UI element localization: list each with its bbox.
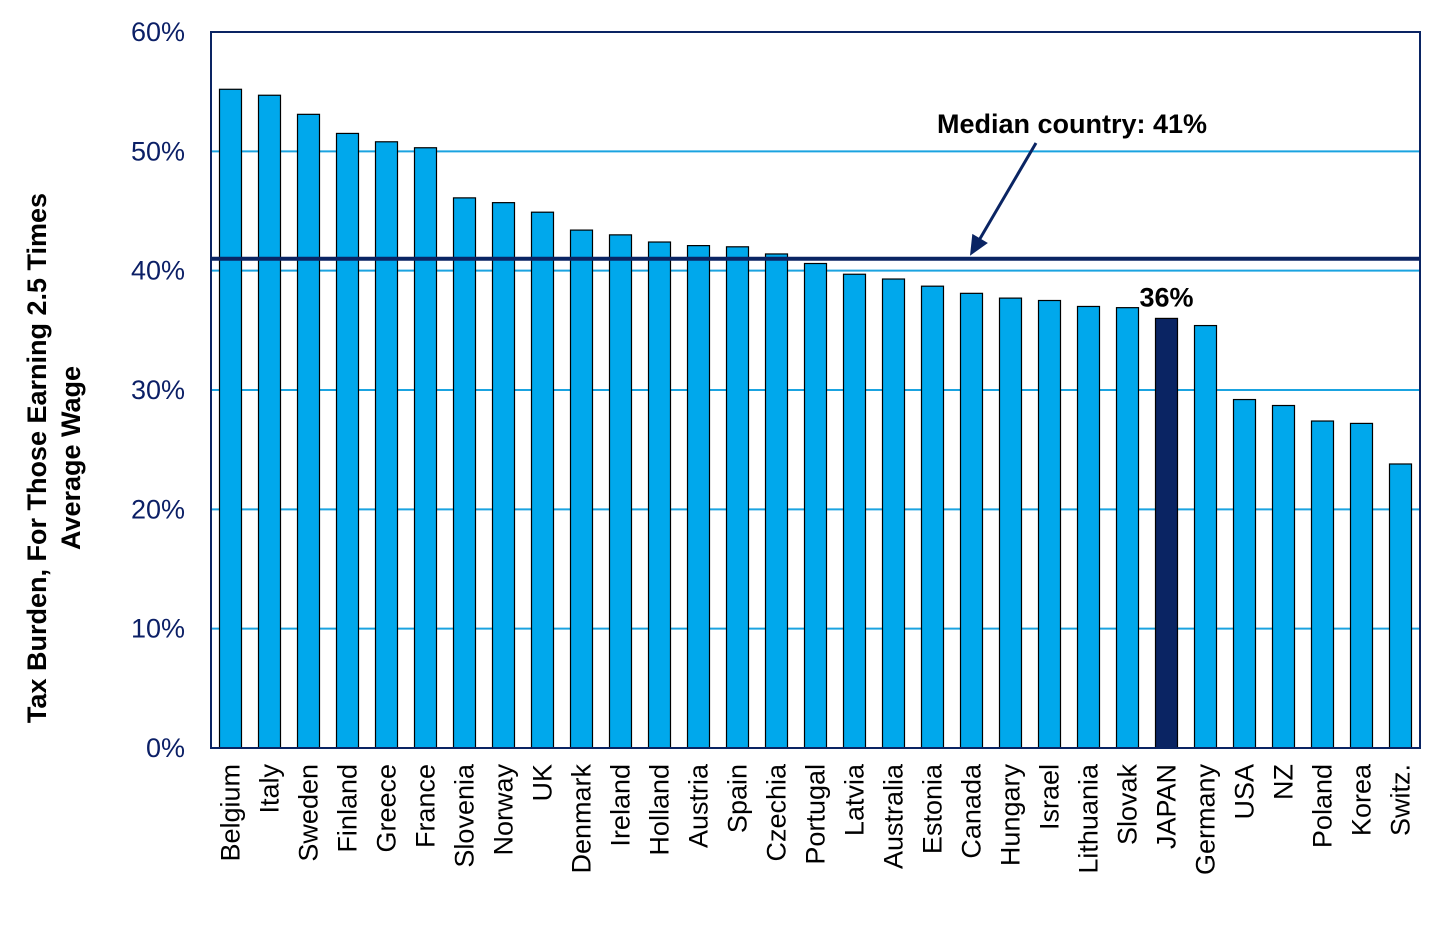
x-tick-label: Australia: [879, 763, 909, 869]
x-tick-label: Estonia: [918, 763, 948, 854]
bar-slovenia: [452, 197, 477, 749]
x-tick-label: Switz.: [1386, 764, 1416, 836]
bars: [218, 88, 1413, 749]
y-tick-label: 60%: [131, 17, 185, 47]
median-arrow: [970, 142, 1038, 256]
bar-ireland: [608, 234, 633, 749]
x-tick-label: NZ: [1269, 764, 1299, 800]
x-tick-label: Hungary: [996, 764, 1026, 867]
x-tick-label: Canada: [957, 763, 987, 859]
bar-usa: [1232, 398, 1257, 749]
bar-france: [413, 147, 438, 749]
y-axis-ticks: 0% 10% 20% 30% 40% 50% 60%: [131, 17, 185, 763]
x-tick-label: Slovak: [1113, 764, 1143, 846]
bar-latvia: [842, 273, 867, 749]
bar-switz: [1388, 463, 1413, 749]
x-tick-label: Denmark: [567, 764, 597, 874]
y-axis-title-line-1: Tax Burden, For Those Earning 2.5 Times: [22, 193, 52, 723]
x-tick-label: Germany: [1191, 764, 1221, 876]
x-tick-label: Austria: [684, 763, 714, 848]
x-tick-label: USA: [1230, 764, 1260, 820]
x-tick-label: Portugal: [801, 764, 831, 865]
bar-estonia: [920, 285, 945, 749]
bar-germany: [1193, 324, 1218, 749]
y-axis-title: Tax Burden, For Those Earning 2.5 Times …: [22, 193, 86, 723]
bar-italy: [257, 94, 282, 749]
bar-korea: [1349, 422, 1374, 749]
y-axis-title-line-2: Average Wage: [56, 366, 86, 550]
bar-nz: [1271, 404, 1296, 749]
x-tick-label: Israel: [1035, 764, 1065, 830]
x-tick-label: Czechia: [762, 763, 792, 862]
bar-lithuania: [1076, 305, 1101, 749]
japan-value-label: 36%: [1139, 282, 1193, 312]
y-tick-label: 10%: [131, 614, 185, 644]
x-tick-label: Holland: [645, 764, 675, 856]
bar-norway: [491, 202, 516, 749]
bar-spain: [725, 246, 750, 749]
bar-finland: [335, 132, 360, 749]
x-tick-label: Poland: [1308, 764, 1338, 848]
y-tick-label: 20%: [131, 494, 185, 524]
y-tick-label: 50%: [131, 136, 185, 166]
bar-hungary: [998, 297, 1023, 749]
x-tick-label: Slovenia: [450, 763, 480, 868]
x-tick-label: UK: [528, 764, 558, 802]
bar-sweden: [296, 113, 321, 749]
bar-portugal: [803, 262, 828, 749]
x-tick-label: Latvia: [840, 763, 870, 836]
x-tick-label: JAPAN: [1152, 764, 1182, 849]
x-tick-label: Norway: [489, 764, 519, 856]
bar-israel: [1037, 299, 1062, 749]
x-tick-label: Spain: [723, 764, 753, 833]
x-tick-label: Greece: [372, 764, 402, 853]
y-tick-label: 30%: [131, 375, 185, 405]
x-axis-labels: Belgium Italy Sweden Finland Greece France Slo…: [216, 763, 1416, 875]
bar-uk: [530, 211, 555, 749]
x-tick-label: Sweden: [294, 764, 324, 862]
x-tick-label: Ireland: [606, 764, 636, 847]
bar-greece: [374, 141, 399, 749]
y-tick-label: 0%: [146, 733, 185, 763]
bar-australia: [881, 278, 906, 749]
bar-austria: [686, 245, 711, 749]
arrow-head: [970, 233, 988, 256]
y-tick-label: 40%: [131, 256, 185, 286]
bar-belgium: [218, 88, 243, 749]
plot-frame: [210, 31, 1421, 749]
x-tick-label: Lithuania: [1074, 763, 1104, 874]
x-tick-label: Italy: [255, 764, 285, 814]
bar-poland: [1310, 420, 1335, 749]
arrow-shaft: [975, 142, 1038, 245]
bar-japan: [1154, 317, 1179, 749]
bar-canada: [959, 292, 984, 749]
bar-holland: [647, 241, 672, 749]
bar-denmark: [569, 229, 594, 749]
x-tick-label: Belgium: [216, 764, 246, 862]
median-annotation: Median country: 41%: [937, 109, 1207, 139]
x-tick-label: Korea: [1347, 763, 1377, 836]
x-tick-label: Finland: [333, 764, 363, 853]
bar-slovak: [1115, 307, 1140, 749]
bar-czechia: [764, 253, 789, 749]
x-tick-label: France: [411, 764, 441, 848]
